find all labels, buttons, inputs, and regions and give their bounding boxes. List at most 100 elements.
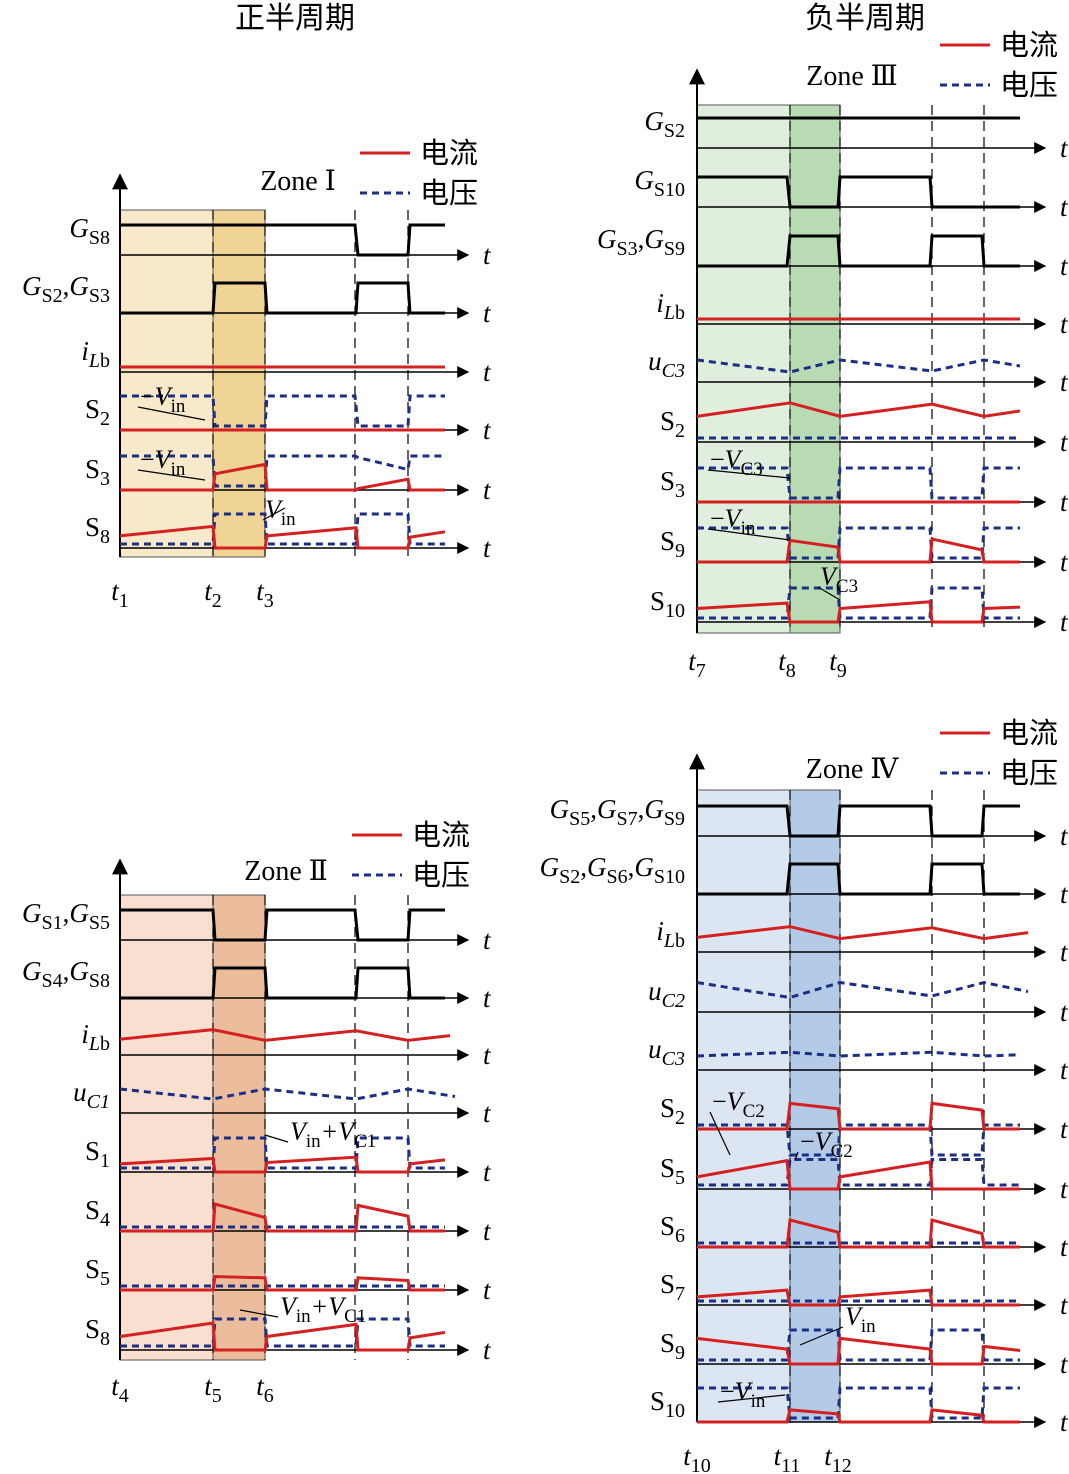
tick-label-3: t9 [829,646,847,682]
time-axis-label: t [1060,251,1069,281]
row-label-7: S3 [660,466,685,502]
row-label-3: iLb [656,916,685,952]
row-label-2: GS4,GS8 [22,956,110,992]
current-waveform-5 [119,1155,446,1174]
voltage-waveform-5 [696,1050,1021,1058]
current-waveform-8 [697,1218,1020,1249]
row-label-1: GS1,GS5 [22,898,110,934]
time-axis-label: t [483,415,492,445]
voltage-waveform-8 [120,1317,445,1348]
current-waveform-7 [120,1274,445,1292]
row-label-8: S9 [660,526,685,562]
tick-label-1: t7 [688,646,706,682]
voltage-waveform-4 [119,1087,456,1101]
row-label-3: iLb [81,1019,110,1055]
voltage-waveform-4 [120,394,445,428]
annotation-1: −Vin [140,382,186,417]
voltage-waveform-4 [696,980,1029,1000]
annotation-leader-1 [137,406,206,421]
annotation-3: Vin [845,1302,876,1337]
time-axis-label: t [1060,133,1069,163]
current-waveform-7 [696,1158,1020,1191]
current-waveform-9 [696,600,1021,624]
row-label-6: S4 [85,1195,110,1231]
gate-waveform-2 [697,862,1020,896]
row-label-8: S6 [660,1211,685,1247]
row-label-3: GS3,GS9 [597,224,685,260]
annotation-2: −Vin [140,445,186,480]
annotation-1: −VC2 [712,1087,765,1122]
annotation-2: Vin+VC1 [280,1292,366,1327]
row-label-5: S3 [85,454,110,490]
current-waveform-3 [119,1028,451,1042]
zone-label: Zone Ⅱ [244,856,328,887]
gate-waveform-2 [697,175,1020,209]
annotation-leader-1 [709,1111,731,1156]
current-waveform-10 [696,1336,1021,1366]
time-axis-label: t [483,1335,492,1365]
gate-waveform-1 [120,223,445,257]
row-label-5: uC3 [648,346,685,382]
heading-negative-half: 负半周期 [805,1,925,36]
voltage-waveform-10 [697,1328,1020,1362]
time-axis-label: t [1060,487,1069,517]
time-axis-label: t [1060,1232,1069,1262]
row-label-6: S8 [85,512,110,548]
row-label-11: S10 [650,1386,685,1422]
current-waveform-6 [696,401,1021,418]
gate-waveform-2 [120,281,445,315]
time-axis-label: t [483,357,492,387]
time-axis-label: t [1060,607,1069,637]
current-waveform-11 [697,1408,1020,1424]
row-label-1: GS5,GS7,GS9 [550,794,685,830]
current-waveform-8 [119,1321,446,1352]
current-waveform-3 [696,925,1029,941]
gate-waveform-3 [697,234,1020,268]
tick-label-1: t10 [683,1441,711,1474]
row-label-2: GS2,GS3 [22,271,110,307]
annotation-leader-3 [817,586,841,601]
voltage-waveform-8 [697,526,1020,560]
heading-positive-half: 正半周期 [235,1,355,36]
row-label-4: iLb [656,288,685,324]
time-axis-label: t [1060,1055,1069,1085]
row-label-1: GS8 [69,213,110,249]
legend-current-label: 电流 [1000,28,1058,62]
time-axis-label: t [1060,821,1069,851]
zone-label: Zone Ⅳ [806,754,900,785]
legend-voltage-label: 电压 [420,176,478,210]
tick-label-1: t4 [111,1371,129,1407]
voltage-waveform-11 [697,1386,1020,1420]
annotation-leader-1 [707,469,791,479]
zone-shade-2 [212,894,266,1361]
row-label-6: S2 [660,1093,685,1129]
time-axis-label: t [483,1040,492,1070]
zone-label: Zone Ⅰ [260,166,336,197]
row-label-4: uC2 [648,976,685,1012]
row-label-7: S5 [660,1153,685,1189]
row-label-2: GS10 [634,165,685,201]
legend-voltage-label: 电压 [412,858,470,892]
annotation-2: −VC2 [800,1127,853,1162]
tick-label-3: t12 [824,1441,852,1474]
row-label-4: S2 [85,394,110,430]
time-axis-label: t [483,533,492,563]
current-waveform-8 [697,537,1020,564]
time-axis-label: t [1060,309,1069,339]
time-axis-label: t [483,1098,492,1128]
annotation-leader-2 [707,528,791,541]
time-axis-label: t [1060,1349,1069,1379]
panel-2: t GS2 t GS10 t GS3,GS9 t iLb t uC3 t S2 t S3 t S9 t S10t7… [597,28,1069,682]
zone-shade-1 [696,104,791,634]
row-label-7: S5 [85,1254,110,1290]
current-waveform-5 [120,462,445,492]
voltage-waveform-6 [697,1123,1020,1157]
row-label-6: S2 [660,406,685,442]
annotation-leader-4 [717,1394,786,1403]
time-axis-label: t [483,1275,492,1305]
voltage-waveform-9 [697,586,1020,620]
voltage-waveform-5 [696,358,1021,374]
row-label-1: GS2 [644,106,685,142]
